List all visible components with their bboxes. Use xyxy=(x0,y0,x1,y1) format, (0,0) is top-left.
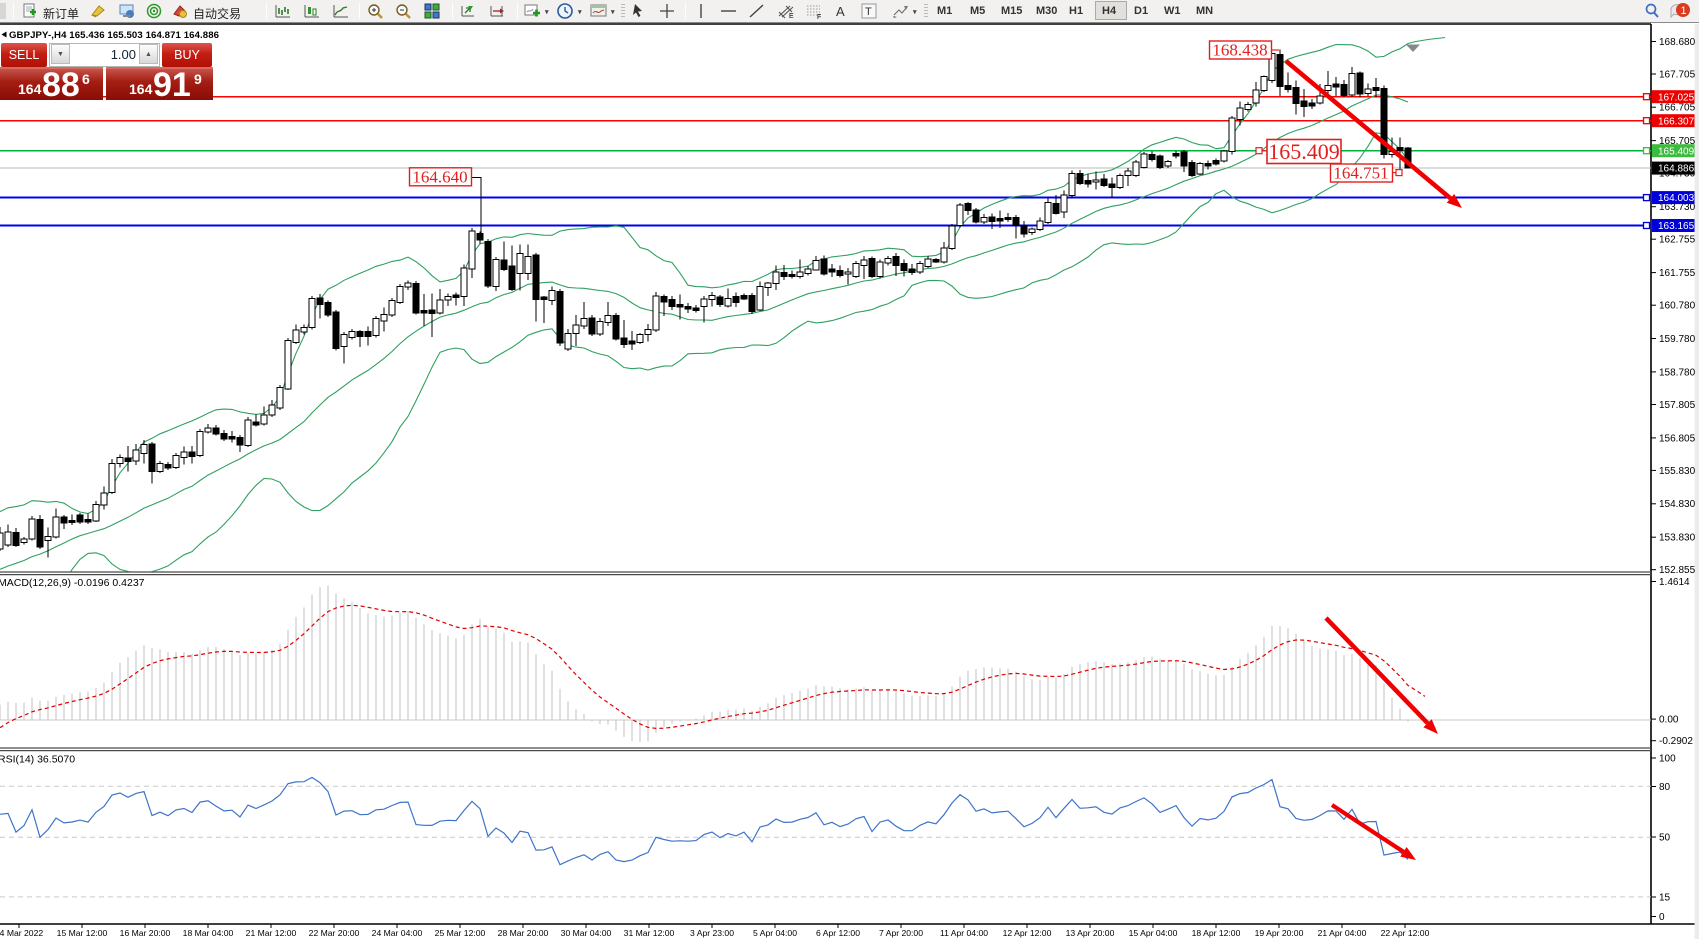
svg-text:18 Mar 04:00: 18 Mar 04:00 xyxy=(183,928,234,938)
svg-text:25 Mar 12:00: 25 Mar 12:00 xyxy=(435,928,486,938)
svg-text:0: 0 xyxy=(1659,912,1665,923)
svg-text:21 Mar 12:00: 21 Mar 12:00 xyxy=(246,928,297,938)
svg-text:164.751: 164.751 xyxy=(1333,164,1388,183)
svg-text:1: 1 xyxy=(1681,5,1687,17)
svg-text:15 Apr 04:00: 15 Apr 04:00 xyxy=(1129,928,1178,938)
svg-text:12 Apr 12:00: 12 Apr 12:00 xyxy=(1003,928,1052,938)
svg-text:154.830: 154.830 xyxy=(1659,499,1696,510)
svg-text:168.680: 168.680 xyxy=(1659,37,1696,48)
svg-text:164.003: 164.003 xyxy=(1658,193,1695,204)
svg-text:164.886: 164.886 xyxy=(1658,164,1695,175)
svg-text:18 Apr 12:00: 18 Apr 12:00 xyxy=(1192,928,1241,938)
svg-text:161.755: 161.755 xyxy=(1659,268,1696,279)
svg-text:T: T xyxy=(865,6,872,18)
svg-text:28 Mar 20:00: 28 Mar 20:00 xyxy=(498,928,549,938)
svg-text:166.705: 166.705 xyxy=(1659,103,1696,114)
svg-text:14 Mar 2022: 14 Mar 2022 xyxy=(0,928,43,938)
svg-text:-0.2902: -0.2902 xyxy=(1659,736,1693,747)
svg-text:GBPJPY-,H4 165.436 165.503 16: GBPJPY-,H4 165.436 165.503 164.871 164.8… xyxy=(9,30,219,41)
svg-text:100: 100 xyxy=(1659,753,1676,764)
svg-text:11 Apr 04:00: 11 Apr 04:00 xyxy=(940,928,988,938)
svg-text:163.730: 163.730 xyxy=(1659,202,1696,213)
svg-text:7 Apr 20:00: 7 Apr 20:00 xyxy=(879,928,923,938)
svg-text:159.780: 159.780 xyxy=(1659,334,1696,345)
svg-text:163.165: 163.165 xyxy=(1658,221,1695,232)
svg-text:30 Mar 04:00: 30 Mar 04:00 xyxy=(561,928,612,938)
svg-text:152.855: 152.855 xyxy=(1659,565,1696,576)
svg-text:165.409: 165.409 xyxy=(1268,139,1340,164)
svg-text:22 Apr 12:00: 22 Apr 12:00 xyxy=(1381,928,1430,938)
svg-text:168.438: 168.438 xyxy=(1212,41,1267,60)
svg-text:156.805: 156.805 xyxy=(1659,433,1696,444)
svg-text:15 Mar 12:00: 15 Mar 12:00 xyxy=(57,928,108,938)
svg-text:158.780: 158.780 xyxy=(1659,367,1696,378)
svg-text:1.4614: 1.4614 xyxy=(1659,577,1690,588)
svg-text:21 Apr 04:00: 21 Apr 04:00 xyxy=(1318,928,1367,938)
svg-text:13 Apr 20:00: 13 Apr 20:00 xyxy=(1066,928,1115,938)
svg-text:167.705: 167.705 xyxy=(1659,69,1696,80)
svg-text:3 Apr 23:00: 3 Apr 23:00 xyxy=(690,928,734,938)
svg-text:F: F xyxy=(817,14,821,20)
svg-text:50: 50 xyxy=(1659,832,1671,843)
svg-text:153.830: 153.830 xyxy=(1659,533,1696,544)
svg-text:157.805: 157.805 xyxy=(1659,400,1696,411)
svg-text:165.705: 165.705 xyxy=(1659,136,1696,147)
svg-text:16 Mar 20:00: 16 Mar 20:00 xyxy=(120,928,171,938)
svg-text:162.755: 162.755 xyxy=(1659,235,1696,246)
svg-text:80: 80 xyxy=(1659,782,1671,793)
svg-text:E: E xyxy=(789,13,794,20)
svg-text:15: 15 xyxy=(1659,892,1671,903)
svg-text:164.640: 164.640 xyxy=(412,167,467,186)
svg-text:0.00: 0.00 xyxy=(1659,715,1679,726)
svg-text:31 Mar 12:00: 31 Mar 12:00 xyxy=(624,928,675,938)
svg-text:6 Apr 12:00: 6 Apr 12:00 xyxy=(816,928,860,938)
svg-text:166.307: 166.307 xyxy=(1658,116,1695,127)
svg-text:19 Apr 20:00: 19 Apr 20:00 xyxy=(1255,928,1304,938)
svg-text:160.780: 160.780 xyxy=(1659,301,1696,312)
svg-text:165.409: 165.409 xyxy=(1658,146,1695,157)
svg-text:167.025: 167.025 xyxy=(1658,92,1695,103)
svg-text:24 Mar 04:00: 24 Mar 04:00 xyxy=(372,928,423,938)
svg-text:RSI(14) 36.5070: RSI(14) 36.5070 xyxy=(0,754,75,766)
svg-text:22 Mar 20:00: 22 Mar 20:00 xyxy=(309,928,360,938)
svg-text:155.830: 155.830 xyxy=(1659,466,1696,477)
svg-text:5 Apr 04:00: 5 Apr 04:00 xyxy=(753,928,797,938)
svg-text:MACD(12,26,9) -0.0196 0.4237: MACD(12,26,9) -0.0196 0.4237 xyxy=(0,577,145,589)
